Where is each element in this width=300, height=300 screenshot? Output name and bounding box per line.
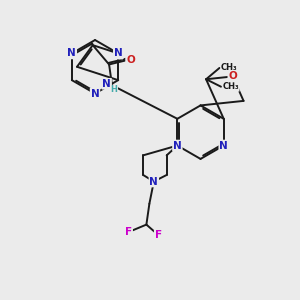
- Text: O: O: [126, 55, 135, 65]
- Text: N: N: [149, 176, 158, 187]
- Text: N: N: [173, 140, 182, 151]
- Text: F: F: [125, 227, 132, 237]
- Text: N: N: [114, 48, 123, 59]
- Text: O: O: [228, 71, 237, 82]
- Text: H: H: [111, 85, 118, 94]
- Text: CH₃: CH₃: [221, 64, 238, 73]
- Text: N: N: [114, 48, 123, 59]
- Text: N: N: [102, 79, 111, 89]
- Text: N: N: [219, 140, 228, 151]
- Text: N: N: [68, 48, 76, 59]
- Text: CH₃: CH₃: [222, 82, 239, 91]
- Text: F: F: [155, 230, 162, 240]
- Text: N: N: [91, 88, 99, 98]
